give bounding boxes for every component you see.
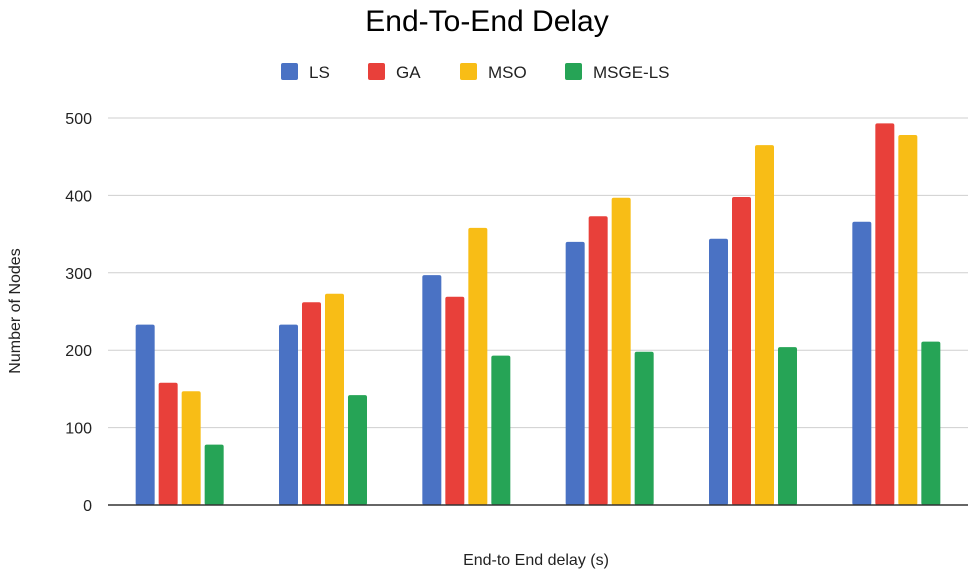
- bar-msge-ls: [348, 395, 367, 505]
- legend-swatch: [281, 63, 298, 80]
- legend-label: MSGE-LS: [593, 63, 670, 82]
- legend-label: GA: [396, 63, 421, 82]
- y-tick-label: 200: [65, 343, 92, 360]
- bar-mso: [755, 145, 774, 505]
- legend-swatch: [460, 63, 477, 80]
- bar-ls: [565, 241, 585, 505]
- bar-mso: [181, 391, 201, 505]
- bar-msge-ls: [491, 355, 511, 505]
- bar-mso: [898, 135, 918, 505]
- y-tick-label: 100: [65, 421, 92, 438]
- legend-label: LS: [309, 63, 330, 82]
- y-axis-ticks: 0 100 200 300 400 500: [65, 111, 92, 515]
- bar-ga: [588, 216, 608, 505]
- bar-ls: [135, 324, 155, 505]
- x-axis-title: End-to End delay (s): [463, 552, 609, 569]
- bar-mso: [611, 197, 631, 506]
- bar-mso: [468, 227, 488, 505]
- legend-swatch: [368, 63, 385, 80]
- bar-ga: [732, 196, 751, 505]
- legend-swatch: [565, 63, 582, 80]
- chart-title: End-To-End Delay: [365, 5, 608, 38]
- y-tick-label: 500: [65, 111, 92, 128]
- bar-msge-ls: [204, 444, 224, 505]
- bar-mso: [325, 293, 344, 505]
- bar-ls: [709, 238, 728, 505]
- bar-ga: [445, 296, 465, 505]
- legend: LS GA MSO MSGE-LS: [281, 63, 670, 82]
- bar-msge-ls: [634, 351, 654, 505]
- y-axis-title: Number of Nodes: [7, 248, 24, 373]
- legend-label: MSO: [488, 63, 527, 82]
- bar-ls: [279, 324, 298, 505]
- bar-msge-ls: [921, 341, 941, 505]
- y-tick-label: 0: [83, 498, 92, 515]
- bar-ga: [158, 382, 178, 505]
- bar-ls: [422, 275, 442, 505]
- y-tick-label: 400: [65, 188, 92, 205]
- bar-ls: [852, 221, 872, 505]
- bar-ga: [302, 302, 321, 505]
- bar-msge-ls: [778, 347, 797, 505]
- y-tick-label: 300: [65, 266, 92, 283]
- bars: [135, 123, 941, 506]
- gridlines: [108, 117, 968, 429]
- bar-ga: [875, 123, 895, 505]
